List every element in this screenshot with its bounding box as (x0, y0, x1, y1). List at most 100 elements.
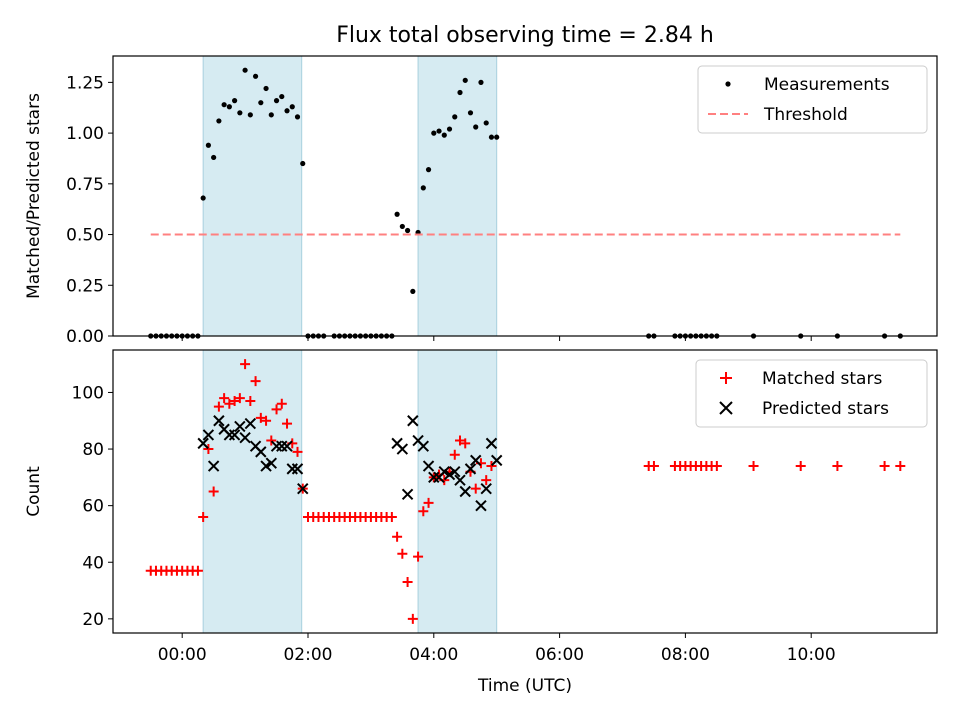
data-point (237, 110, 243, 116)
data-point (284, 108, 290, 114)
data-point (462, 77, 468, 83)
data-point (407, 415, 419, 427)
data-point (229, 395, 240, 406)
data-point (392, 531, 403, 542)
data-point (431, 130, 437, 136)
data-point (402, 577, 413, 588)
data-point (428, 471, 440, 484)
data-point (192, 565, 203, 576)
shaded-interval (417, 55, 498, 337)
data-point (258, 100, 264, 106)
legend: Measurements Threshold (697, 65, 928, 134)
data-point (224, 398, 235, 409)
data-point (273, 98, 280, 104)
data-point (292, 446, 303, 457)
data-point (711, 461, 722, 472)
data-point (481, 475, 492, 486)
data-point (422, 460, 435, 472)
y-tick-label: 80 (82, 440, 104, 460)
data-point (240, 359, 251, 370)
data-point (234, 420, 246, 433)
legend-label: Predicted stars (762, 399, 889, 419)
data-point (459, 485, 471, 498)
data-point (203, 444, 214, 455)
data-point (242, 67, 248, 73)
data-point (291, 463, 304, 475)
data-point (795, 461, 806, 472)
data-point (396, 443, 409, 455)
data-point (423, 497, 434, 508)
shaded-interval (202, 55, 303, 337)
y-tick-label: 0.75 (66, 175, 104, 195)
top-panel: Flux total observing time = 2.84 h 0.00 0… (24, 23, 938, 347)
data-point (297, 482, 309, 495)
data-point (478, 79, 484, 85)
y-tick-label: 0.50 (66, 226, 104, 246)
data-point (294, 114, 301, 120)
data-point (470, 454, 482, 467)
data-point (399, 223, 405, 230)
data-point (413, 551, 424, 562)
data-point (216, 118, 222, 124)
data-point (250, 376, 261, 387)
plot-frame (112, 55, 938, 337)
data-point (244, 417, 257, 430)
data-point (213, 401, 224, 412)
x-tick-label: 00:00 (158, 645, 207, 665)
legend: Matched stars Predicted stars (695, 359, 928, 428)
chart-title: Flux total observing time = 2.84 h (336, 23, 714, 48)
data-point (207, 460, 220, 472)
data-point (265, 457, 278, 469)
data-point (470, 483, 481, 494)
data-point (252, 73, 259, 79)
data-point (480, 482, 492, 495)
data-point (234, 393, 245, 404)
data-point (748, 461, 759, 472)
data-point (245, 395, 256, 406)
data-point (425, 167, 432, 173)
data-point (221, 102, 227, 108)
data-point (279, 93, 285, 100)
data-point (247, 112, 253, 118)
data-point (441, 132, 447, 138)
x-tick-label: 04:00 (409, 645, 458, 665)
y-tick-label: 100 (72, 383, 104, 403)
data-point (219, 393, 230, 404)
data-point (263, 85, 269, 92)
data-point (464, 463, 477, 475)
data-point (401, 488, 414, 501)
series-matched-stars (145, 359, 906, 624)
data-point (266, 435, 277, 446)
data-point (270, 440, 283, 452)
x-tick-label: 08:00 (661, 645, 710, 665)
data-point (410, 288, 416, 294)
legend-frame (695, 359, 928, 428)
data-point (202, 429, 215, 441)
data-point (648, 461, 659, 472)
data-point (460, 438, 471, 449)
data-point (198, 511, 209, 522)
y-tick-label: 0.25 (66, 276, 104, 296)
data-point (895, 461, 906, 472)
data-point (394, 211, 400, 217)
legend-label: Measurements (764, 75, 890, 95)
legend-marker (719, 401, 733, 415)
y-axis-label: Matched/Predicted stars (24, 93, 44, 299)
y-tick-label: 20 (82, 610, 104, 630)
data-point (486, 461, 497, 472)
legend-label: Threshold (763, 105, 848, 125)
data-point (200, 195, 206, 201)
data-point (488, 134, 495, 140)
data-point (457, 89, 463, 96)
data-point (276, 398, 287, 409)
data-point (232, 98, 238, 104)
data-point (228, 429, 241, 441)
data-point (407, 613, 418, 624)
plot-frame (112, 349, 938, 634)
data-point (281, 440, 293, 452)
data-point (446, 126, 453, 132)
legend-label: Matched stars (762, 369, 882, 389)
data-point (420, 185, 426, 191)
data-point (255, 446, 267, 458)
